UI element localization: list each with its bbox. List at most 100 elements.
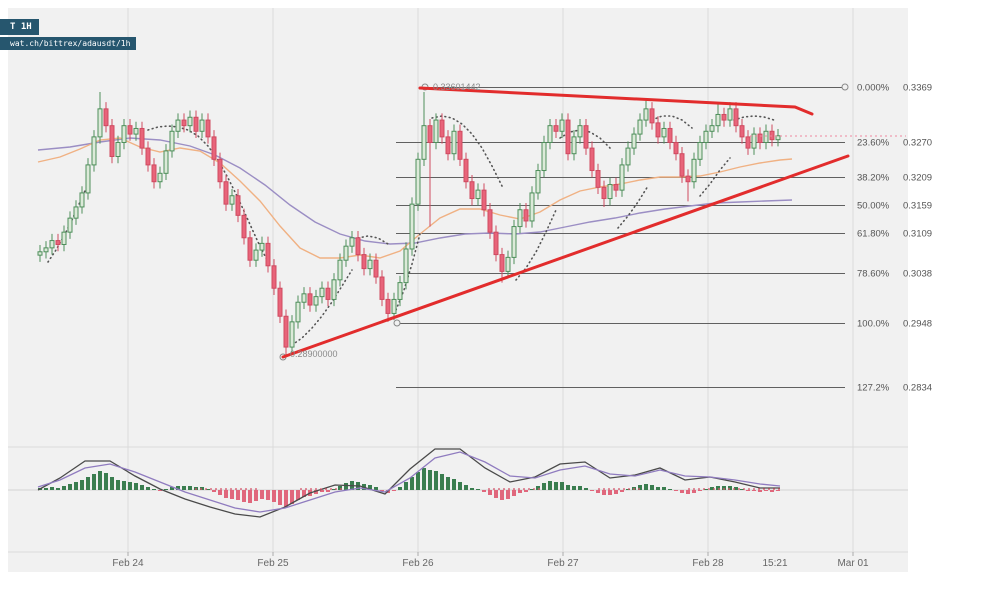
- candle-body: [721, 113, 727, 121]
- macd-histogram-bar: [734, 487, 738, 490]
- macd-histogram-bar: [116, 480, 120, 490]
- annotations: 0.33601442 0.28900000: [290, 82, 906, 359]
- candle-body: [193, 116, 199, 132]
- fibonacci-retracement[interactable]: [279, 83, 849, 388]
- candle-body: [79, 192, 85, 208]
- candle-body: [457, 130, 463, 160]
- macd-histogram-bar: [680, 490, 684, 493]
- fib-percent-label: 50.00%: [857, 201, 890, 212]
- macd-histogram-bar: [464, 485, 468, 490]
- macd-histogram-bar: [254, 490, 258, 501]
- psar-dot-arc: [357, 235, 389, 245]
- macd-histogram-bar: [638, 485, 642, 490]
- time-axis-label: Feb 27: [547, 558, 579, 569]
- candle-body: [259, 242, 265, 251]
- candle-body: [487, 209, 493, 233]
- candle-body: [241, 214, 247, 239]
- macd-histogram-bar: [686, 490, 690, 494]
- fib-handle[interactable]: [393, 319, 401, 327]
- macd-histogram-bar: [512, 490, 516, 496]
- macd-histogram-bar: [212, 490, 216, 492]
- macd-histogram-bar: [422, 468, 426, 490]
- candle-body: [763, 130, 769, 143]
- candle-body: [199, 119, 205, 132]
- candle-body: [631, 133, 637, 149]
- candle-body: [367, 259, 373, 270]
- candle-body: [655, 122, 661, 138]
- candle-body: [139, 127, 145, 149]
- candle-body: [115, 141, 121, 158]
- macd-histogram-bar: [122, 481, 126, 490]
- macd-histogram-bar: [404, 482, 408, 490]
- macd-histogram-bar: [260, 490, 264, 499]
- candle-body: [391, 298, 397, 314]
- candle-body: [673, 141, 679, 155]
- macd-histogram-bar: [692, 490, 696, 493]
- candle-body: [379, 276, 385, 300]
- fib-percent-label: 23.60%: [857, 138, 890, 149]
- candle-body: [373, 259, 379, 278]
- time-axis-label: Feb 26: [402, 558, 434, 569]
- candle-body: [283, 315, 289, 348]
- candle-body: [271, 265, 277, 289]
- candle-body: [553, 125, 559, 132]
- psar-dot-arc: [651, 115, 693, 129]
- macd-histogram-bar: [698, 490, 702, 491]
- candle-body: [67, 217, 73, 233]
- fib-price-label: 0.3209: [903, 173, 932, 184]
- fib-price-label: 0.3369: [903, 83, 932, 94]
- macd-histogram-bar: [218, 490, 222, 495]
- psar-dot-arc: [515, 209, 557, 281]
- macd-line: [37, 448, 780, 518]
- macd-histogram-bar: [188, 486, 192, 490]
- time-axis-label: 15:21: [762, 558, 787, 569]
- low-price-label: 0.28900000: [290, 349, 338, 359]
- candle-body: [727, 108, 733, 121]
- candle-body: [247, 237, 253, 261]
- candle-body: [319, 287, 325, 298]
- candle-body: [127, 125, 133, 135]
- candle-body: [397, 282, 403, 300]
- trend-lines[interactable]: [281, 86, 850, 359]
- candle-body: [667, 127, 673, 143]
- macd-histogram-bar: [566, 485, 570, 490]
- macd-histogram-bar: [128, 482, 132, 490]
- macd-pane: [37, 448, 781, 518]
- macd-histogram-bar: [758, 490, 762, 492]
- candle-body: [535, 170, 541, 194]
- macd-histogram-bar: [452, 479, 456, 490]
- macd-histogram-bar: [770, 490, 774, 492]
- fib-percent-label: 100.0%: [857, 319, 890, 330]
- candle-body: [619, 164, 625, 191]
- macd-histogram-bar: [500, 490, 504, 500]
- time-axis-label: Feb 25: [257, 558, 289, 569]
- candle-body: [175, 119, 181, 132]
- macd-histogram-bar: [518, 490, 522, 493]
- candle-body: [85, 164, 91, 194]
- fib-price-label: 0.2948: [903, 319, 932, 330]
- watermark-url-label: wat.ch/bittrex/adausdt/1h: [0, 37, 137, 50]
- candle-body: [757, 133, 763, 143]
- macd-histogram-bar: [230, 490, 234, 499]
- macd-histogram-bar: [74, 482, 78, 490]
- candle-body: [307, 293, 313, 306]
- macd-histogram-bar: [374, 487, 378, 490]
- macd-histogram-bar: [368, 485, 372, 490]
- macd-histogram-bar: [476, 489, 480, 490]
- ascending-support[interactable]: [281, 154, 850, 359]
- symbol-timeframe-label: T 1H: [0, 19, 39, 35]
- fib-percent-label: 61.80%: [857, 229, 890, 240]
- macd-histogram-bar: [620, 490, 624, 492]
- candle-body: [355, 237, 361, 256]
- candle-body: [739, 125, 745, 138]
- macd-histogram-bar: [68, 484, 72, 490]
- candle-body: [565, 119, 571, 155]
- macd-histogram-bar: [146, 487, 150, 490]
- macd-histogram-bar: [650, 485, 654, 490]
- fib-handle[interactable]: [841, 83, 849, 91]
- descending-resistance[interactable]: [418, 86, 814, 116]
- macd-histogram-bar: [662, 487, 666, 490]
- signal-line: [37, 451, 781, 513]
- macd-histogram-bar: [50, 487, 54, 490]
